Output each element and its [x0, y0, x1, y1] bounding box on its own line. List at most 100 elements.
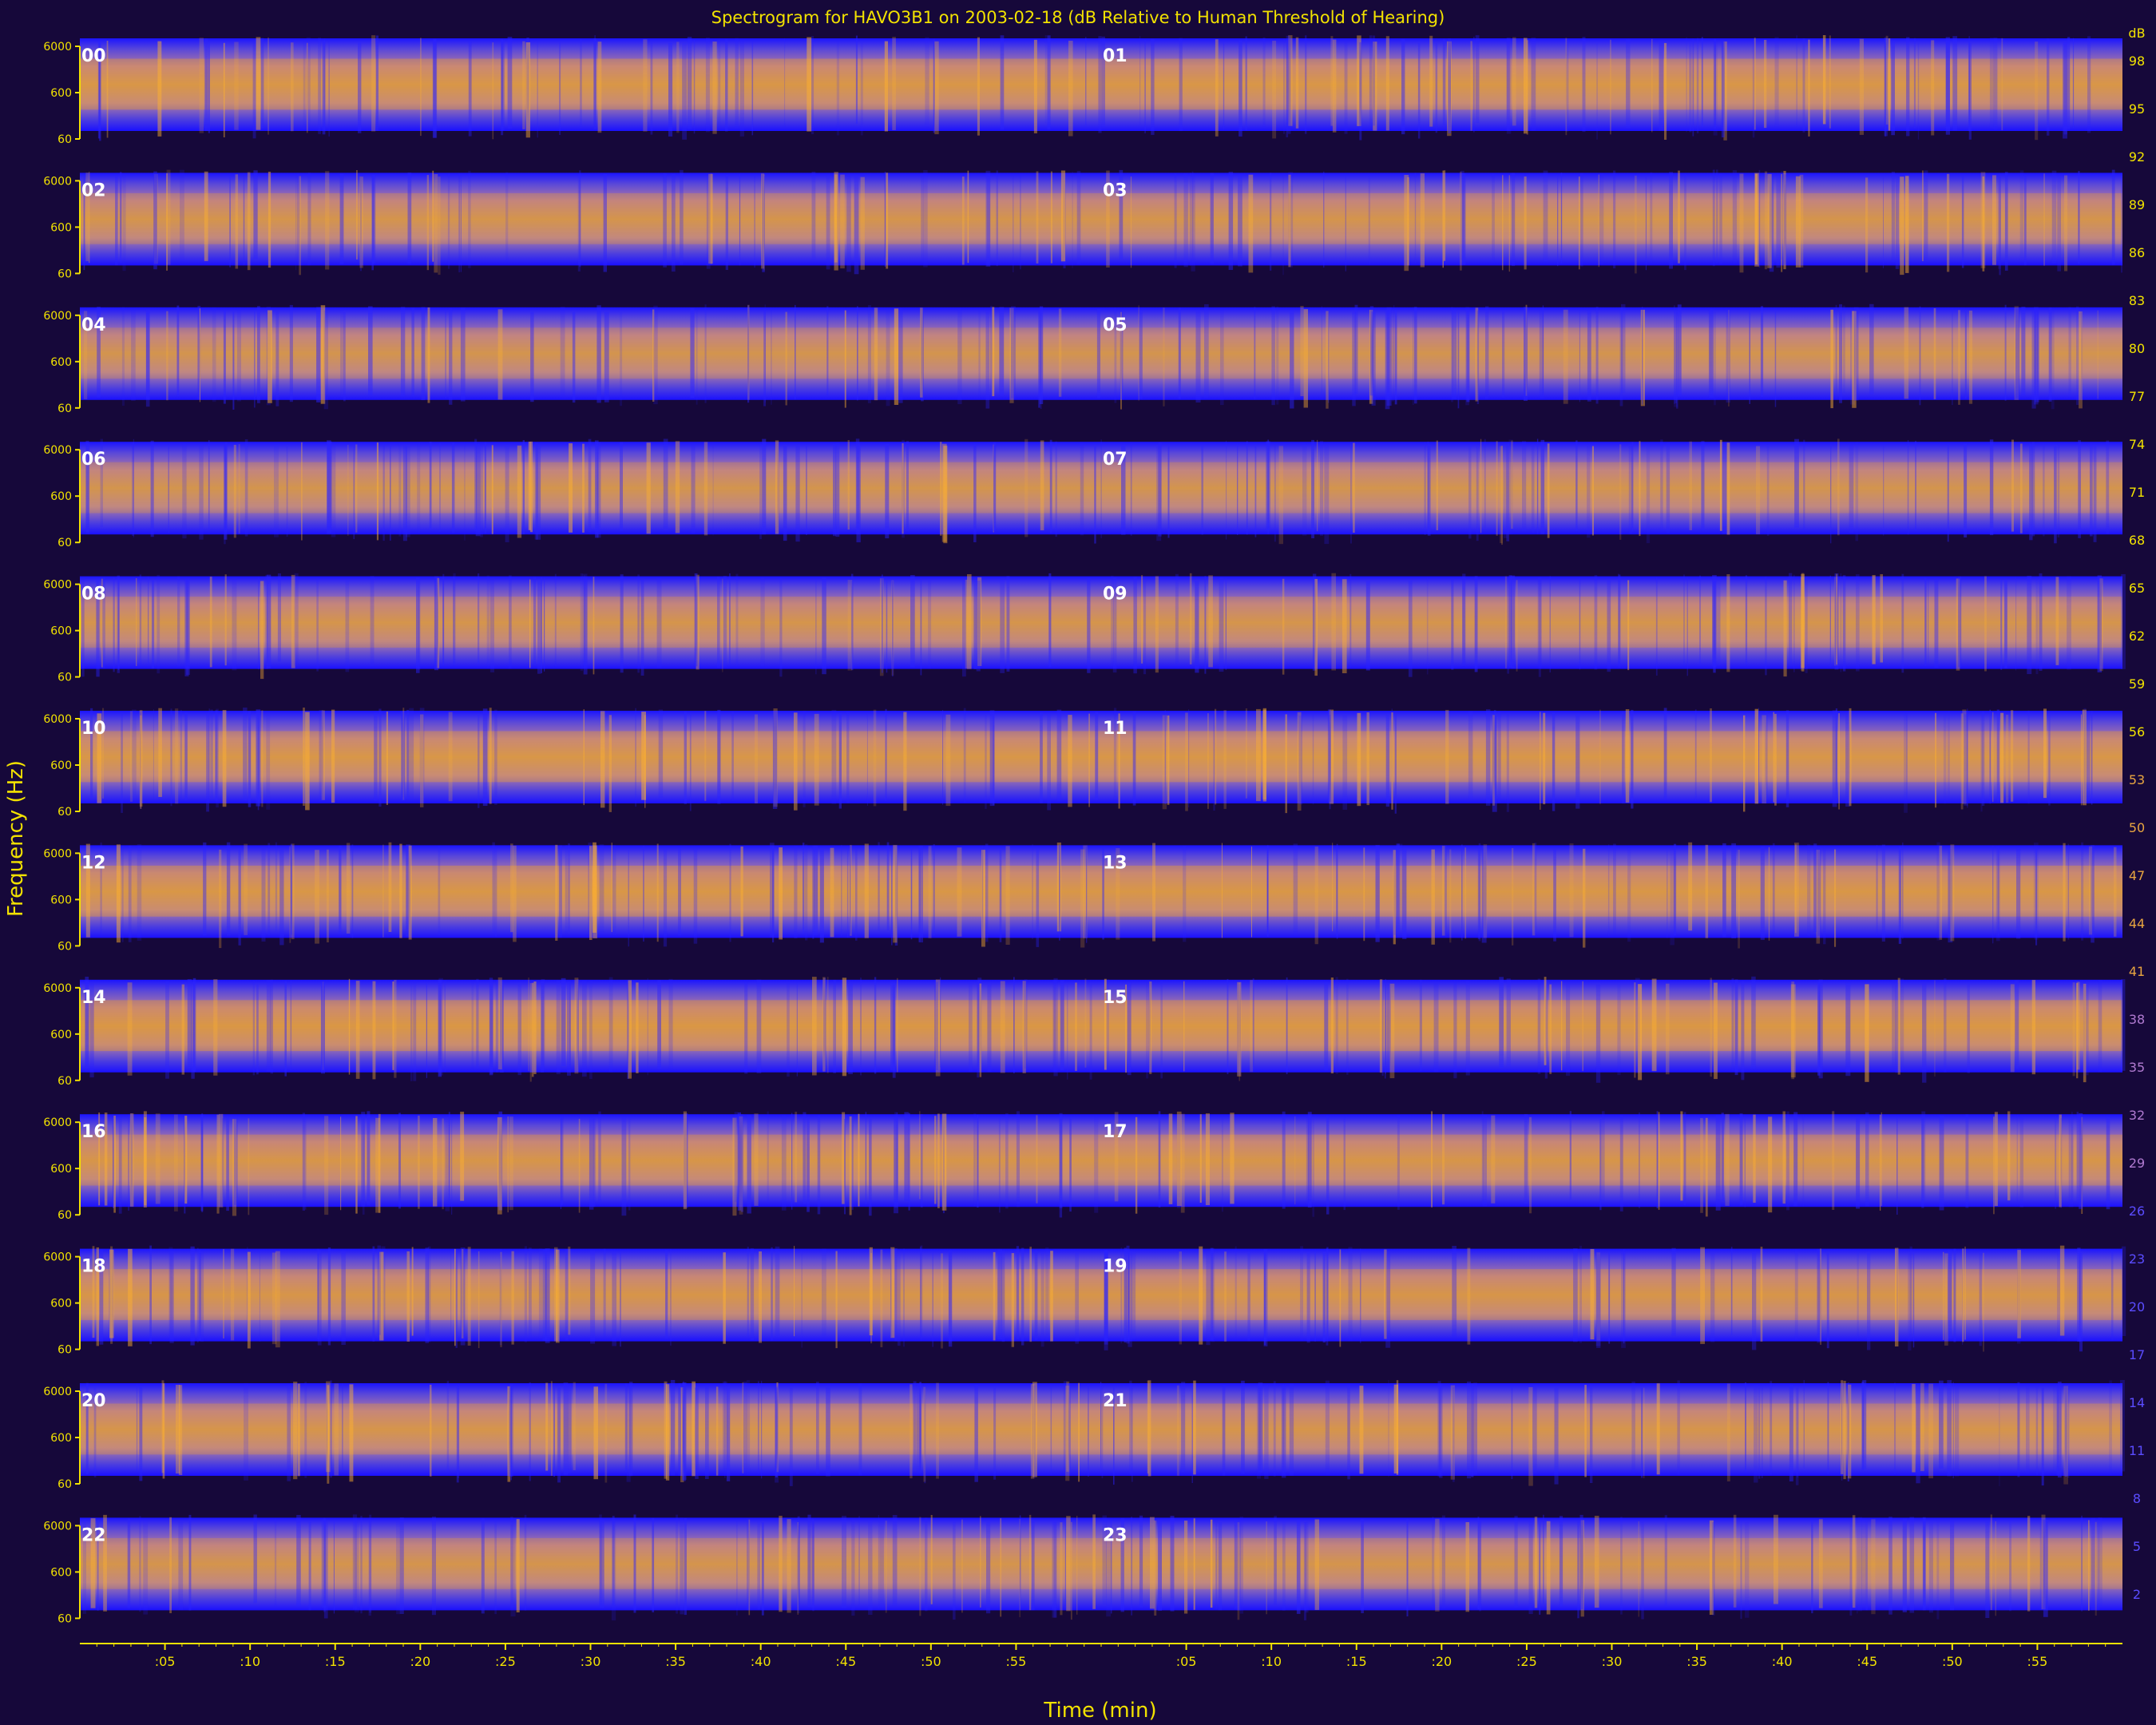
streak [323, 38, 326, 132]
streak [229, 176, 231, 268]
streak [90, 708, 93, 799]
streak [923, 170, 928, 268]
streak [1190, 172, 1191, 266]
streak [1835, 304, 1837, 399]
streak [878, 1515, 879, 1609]
streak [1625, 709, 1630, 803]
streak [2076, 983, 2079, 1079]
streak [118, 1117, 122, 1214]
streak [85, 445, 90, 534]
streak [1531, 38, 1536, 131]
streak [2071, 1112, 2073, 1203]
streak [1386, 982, 1391, 1073]
streak [597, 42, 602, 133]
streak [1258, 1382, 1263, 1473]
streak [323, 1517, 326, 1612]
streak [430, 1384, 432, 1477]
streak [1984, 576, 1987, 672]
streak [1546, 1521, 1551, 1615]
streak [1829, 575, 1831, 667]
streak [1996, 709, 1999, 802]
streak [761, 1381, 763, 1479]
streak [361, 1112, 366, 1207]
streak [1001, 1250, 1005, 1342]
streak [1179, 1251, 1182, 1345]
streak [1753, 1114, 1756, 1203]
streak [797, 1521, 799, 1615]
streak [1207, 713, 1209, 809]
streak [1841, 1382, 1843, 1481]
streak [1674, 310, 1678, 407]
hour-label: 17 [1103, 1122, 1128, 1142]
streak [144, 1117, 147, 1206]
streak [894, 847, 898, 946]
streak [2015, 577, 2017, 671]
streak [1905, 176, 1909, 273]
streak [1288, 172, 1294, 268]
streak [1770, 1381, 1773, 1475]
streak [1120, 1518, 1124, 1612]
streak [1579, 1514, 1583, 1610]
streak [1048, 573, 1052, 668]
streak [1822, 35, 1826, 125]
streak [268, 843, 271, 935]
streak [1678, 170, 1680, 264]
streak [1557, 176, 1559, 267]
streak [170, 708, 172, 807]
streak [794, 712, 798, 811]
streak [1852, 1515, 1856, 1608]
streak [256, 37, 261, 130]
streak [345, 580, 350, 672]
streak [448, 1112, 450, 1203]
freq-tick-label: 6000 [43, 1116, 72, 1129]
streak [528, 978, 529, 1072]
colorbar-label: 83 [2129, 293, 2145, 308]
streak [275, 1251, 280, 1348]
streak [1069, 1118, 1072, 1212]
streak [291, 42, 294, 132]
streak [1460, 170, 1464, 260]
streak [2039, 1519, 2045, 1610]
streak [725, 38, 728, 132]
streak [1270, 172, 1272, 271]
streak [1024, 979, 1028, 1069]
streak [208, 41, 210, 133]
streak [643, 845, 644, 942]
streak [846, 176, 851, 272]
colorbar-label: 56 [2129, 724, 2145, 740]
streak [921, 174, 924, 263]
streak [1492, 716, 1497, 812]
streak [2106, 1116, 2110, 1210]
streak [1904, 713, 1908, 813]
hour-label: 21 [1103, 1391, 1128, 1411]
streak [1845, 982, 1851, 1077]
streak [1563, 309, 1568, 404]
streak [1722, 843, 1726, 938]
streak [1468, 711, 1473, 799]
streak [340, 308, 344, 398]
streak [492, 42, 494, 140]
streak [351, 844, 354, 938]
streak [2076, 1112, 2079, 1203]
streak [1579, 578, 1581, 670]
streak [675, 441, 680, 533]
streak [360, 176, 362, 272]
streak [398, 445, 402, 537]
streak [1127, 982, 1132, 1076]
streak [1111, 575, 1114, 666]
streak [83, 311, 88, 399]
streak [734, 1112, 738, 1203]
streak [1175, 573, 1179, 664]
hour-label: 09 [1103, 585, 1128, 605]
streak [643, 39, 648, 132]
streak [1303, 1522, 1306, 1620]
streak [856, 446, 861, 543]
streak [873, 709, 877, 807]
streak [903, 712, 907, 811]
streak [1962, 709, 1967, 804]
streak [177, 576, 180, 667]
streak [1305, 35, 1307, 134]
streak [1032, 1385, 1036, 1478]
streak [1531, 443, 1535, 533]
